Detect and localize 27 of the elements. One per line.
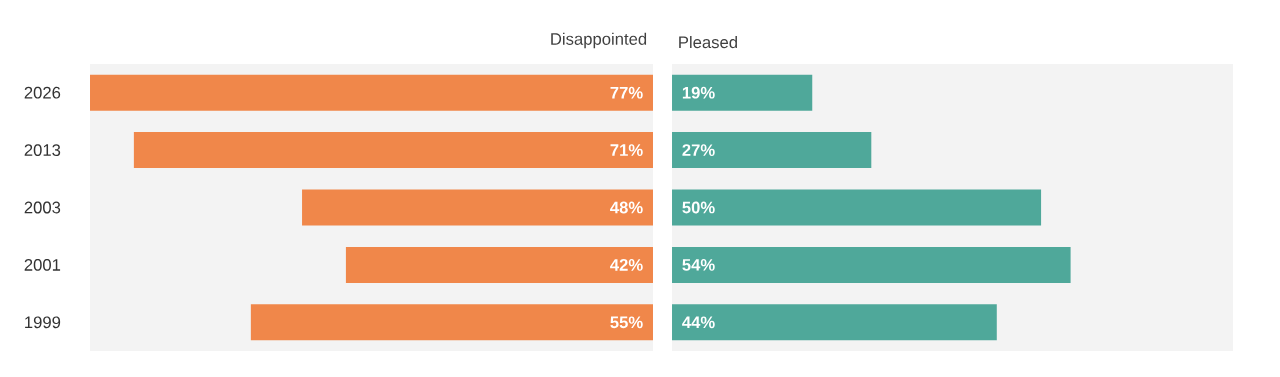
chart-title: Disappointed (551, 32, 647, 49)
y-tick-label: 2013 (24, 144, 61, 156)
data-label: 19% (682, 86, 715, 99)
data-label: 55% (610, 316, 643, 329)
y-tick-label: 2003 (24, 201, 61, 214)
y-tick-label: 2026 (24, 86, 61, 99)
data-label: 50% (682, 201, 715, 214)
bar (672, 304, 997, 341)
data-label: 48% (610, 201, 643, 214)
bar (250, 304, 653, 341)
data-label: 71% (610, 144, 643, 156)
bar (90, 74, 653, 111)
data-label: 42% (610, 259, 643, 271)
data-label: 54% (682, 259, 715, 271)
bar (133, 132, 653, 169)
bar (672, 189, 1042, 226)
chart-title: Pleased (679, 35, 737, 49)
data-label: 27% (682, 144, 715, 156)
bar (672, 74, 813, 111)
y-tick-label: 1999 (25, 316, 61, 329)
data-label: 77% (610, 86, 643, 99)
bar (672, 132, 872, 169)
bar (672, 246, 1071, 283)
y-tick-label: 2001 (24, 259, 61, 271)
bar (345, 246, 653, 283)
data-label: 44% (682, 316, 715, 329)
bar (302, 189, 653, 226)
